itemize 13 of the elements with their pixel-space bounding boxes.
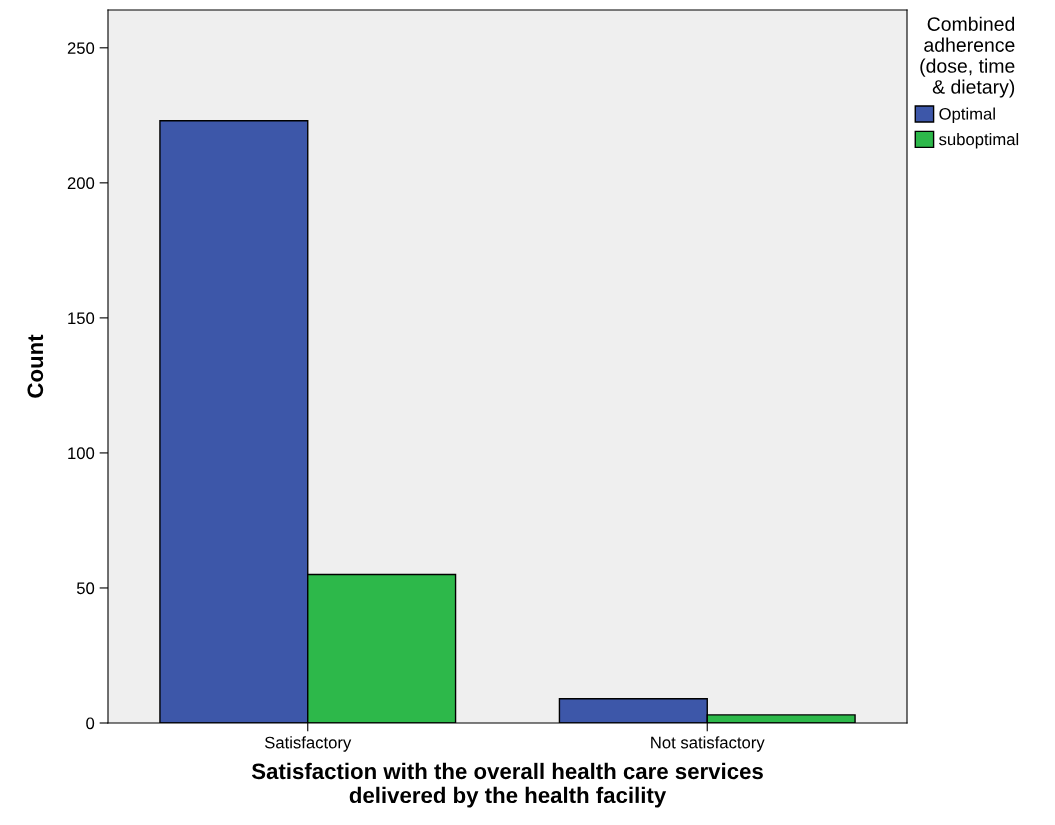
y-tick-label: 0 xyxy=(86,717,95,730)
legend-title: Combined adherence (dose, time & dietary) xyxy=(920,16,1015,98)
x-tick-label: Satisfactory xyxy=(264,736,352,752)
y-tick-label: 50 xyxy=(76,582,95,595)
x-axis-title: Satisfaction with the overall health care services delivered by the health facility xyxy=(251,762,763,808)
x-tick-label: Not satisfactory xyxy=(651,736,765,752)
y-axis-title: Count xyxy=(27,334,44,398)
legend-label: suboptimal xyxy=(939,133,1019,149)
y-tick-label: 100 xyxy=(68,447,95,460)
legend-label: Optimal xyxy=(939,107,995,124)
y-tick-label: 250 xyxy=(67,42,95,55)
y-tick-label: 150 xyxy=(68,312,95,325)
y-tick-label: 200 xyxy=(67,177,95,190)
